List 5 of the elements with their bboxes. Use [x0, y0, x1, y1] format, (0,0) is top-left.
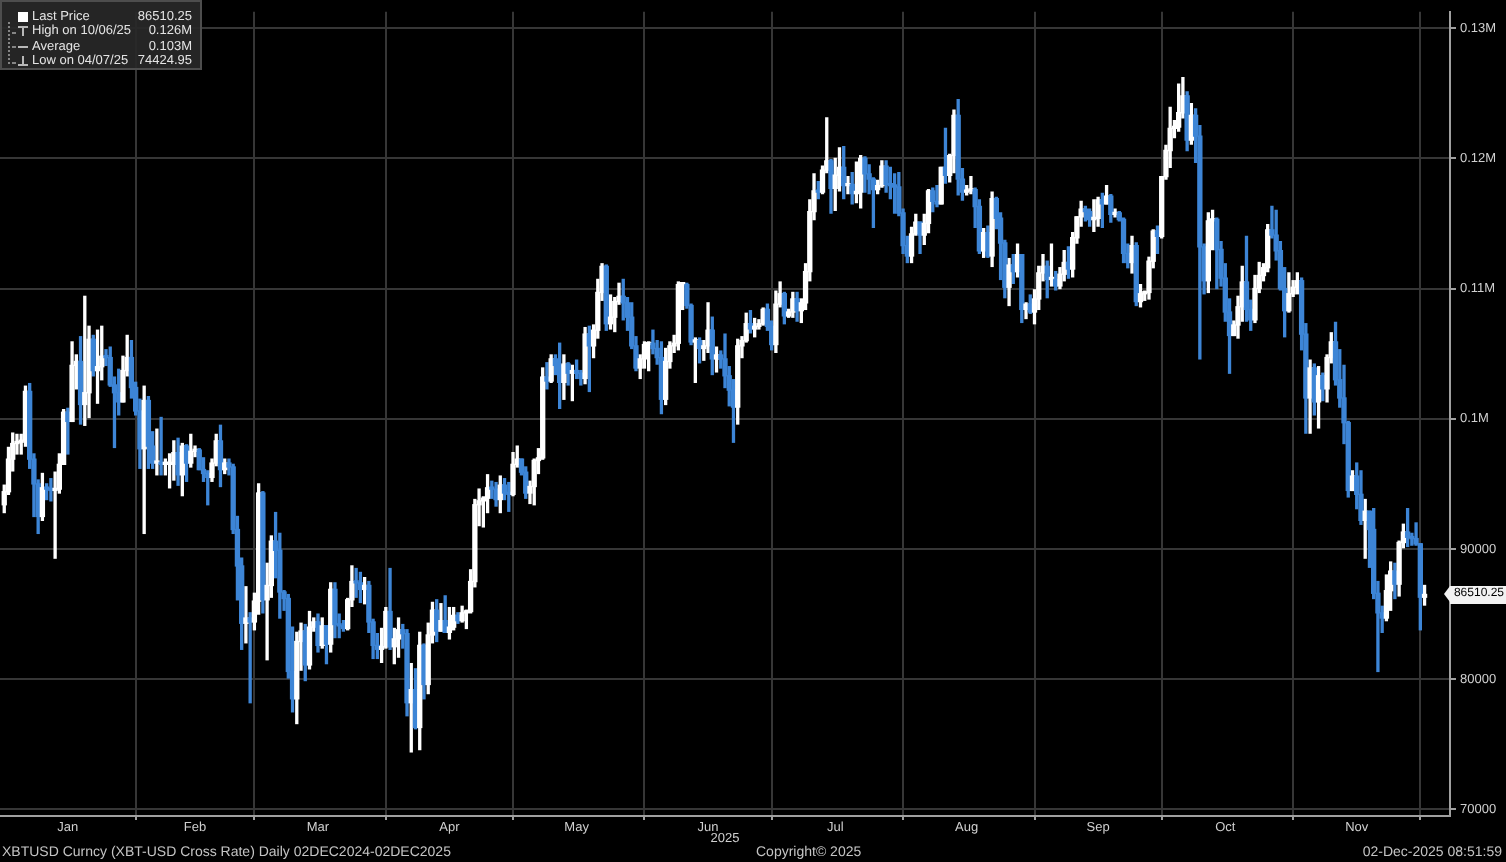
candlestick — [247, 612, 253, 704]
candlestick — [934, 185, 940, 208]
candlestick — [353, 567, 359, 598]
candlestick — [154, 428, 160, 476]
candlestick — [544, 362, 550, 390]
